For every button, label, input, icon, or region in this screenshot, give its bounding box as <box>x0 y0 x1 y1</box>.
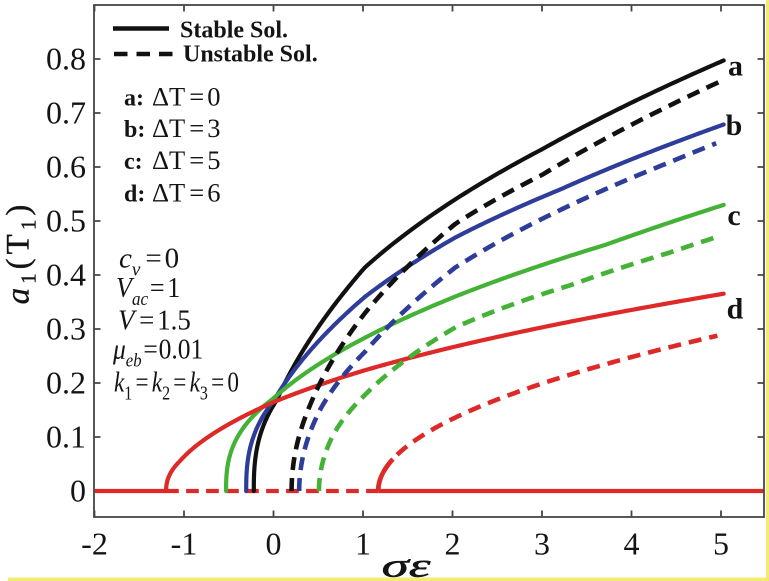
svg-text:b: b <box>726 109 743 142</box>
svg-text:b:: b: <box>124 117 145 143</box>
svg-text:0.4: 0.4 <box>46 257 86 293</box>
svg-text:d: d <box>727 293 744 326</box>
svg-text:V=1.5: V =1.5 <box>118 305 191 337</box>
svg-text:4: 4 <box>624 526 640 562</box>
svg-text:c:: c: <box>124 149 143 175</box>
svg-text:σε: σε <box>382 546 431 581</box>
svg-text:2: 2 <box>445 526 461 562</box>
svg-text:0.6: 0.6 <box>46 149 86 185</box>
svg-text:0: 0 <box>266 526 282 562</box>
svg-text:1: 1 <box>355 526 371 562</box>
svg-text:Vac=1: Vac=1 <box>116 271 180 309</box>
svg-text:Stable Sol.: Stable Sol. <box>180 18 288 44</box>
svg-text:a1(T1): a1(T1) <box>1 201 41 305</box>
svg-text:0: 0 <box>70 473 86 509</box>
svg-text:0.8: 0.8 <box>46 41 86 77</box>
svg-text:Unstable Sol.: Unstable Sol. <box>183 42 318 68</box>
svg-text:0.7: 0.7 <box>46 95 86 131</box>
svg-text:-2: -2 <box>81 526 108 562</box>
svg-text:0.5: 0.5 <box>46 203 86 239</box>
svg-text:a: a <box>728 50 743 83</box>
svg-text:μeb=0.01: μeb=0.01 <box>112 333 203 371</box>
svg-text:c: c <box>727 199 740 232</box>
svg-text:0.3: 0.3 <box>46 311 86 347</box>
svg-text:5: 5 <box>713 526 729 562</box>
svg-text:d:: d: <box>124 182 145 208</box>
svg-text:0.2: 0.2 <box>46 365 86 401</box>
svg-text:0.1: 0.1 <box>46 419 86 455</box>
svg-text:a:: a: <box>124 86 144 112</box>
svg-text:k1=k2=k3=0: k1 = k2 = k3 = 0 <box>114 366 239 404</box>
svg-text:3: 3 <box>534 526 550 562</box>
svg-text:-1: -1 <box>171 526 198 562</box>
svg-text:cv=0: cv = 0 <box>119 243 179 281</box>
